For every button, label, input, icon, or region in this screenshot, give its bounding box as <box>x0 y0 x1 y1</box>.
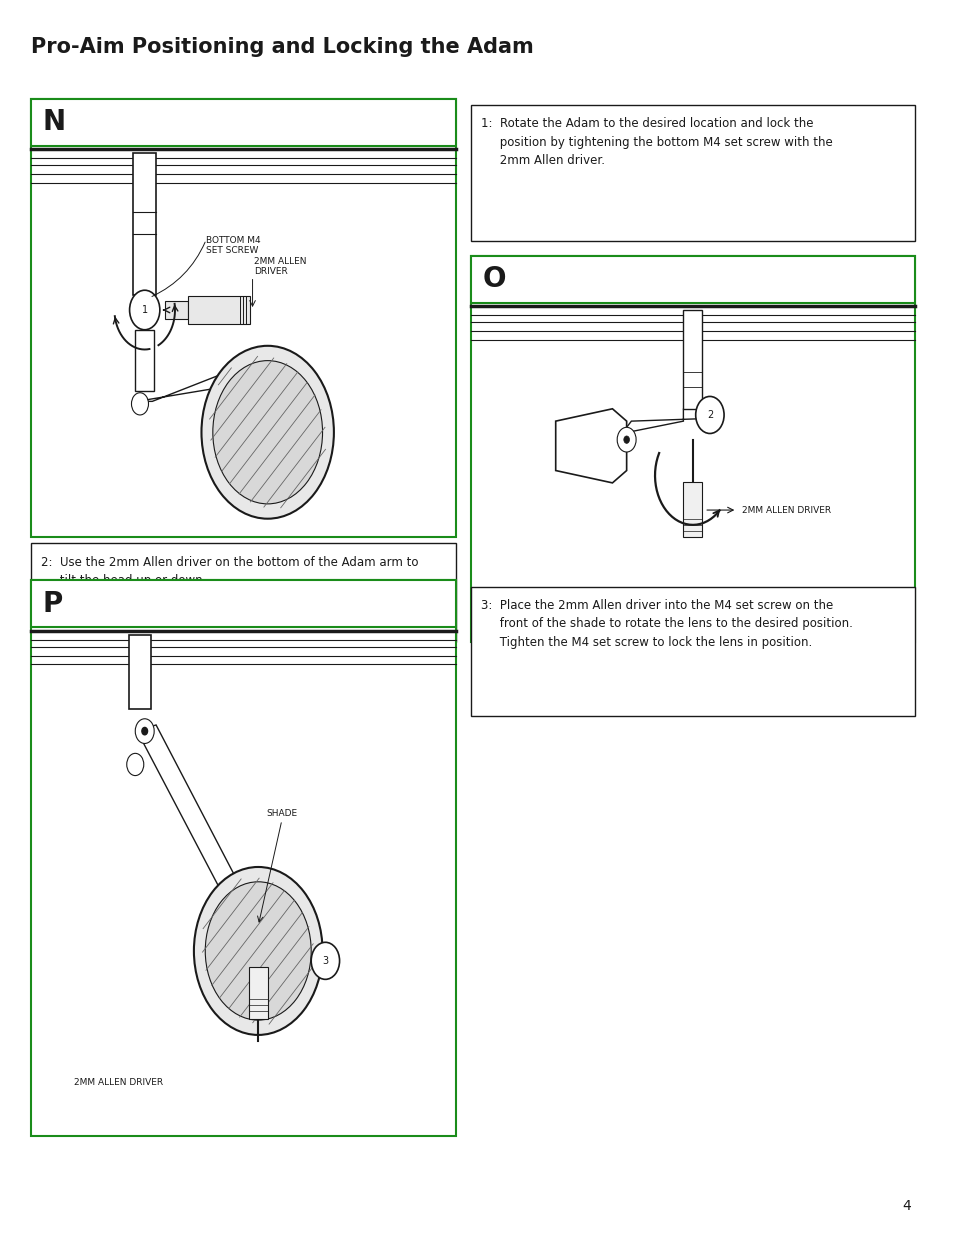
Circle shape <box>311 942 339 979</box>
FancyBboxPatch shape <box>135 330 154 391</box>
FancyBboxPatch shape <box>188 296 250 324</box>
Text: 2MM ALLEN DRIVER: 2MM ALLEN DRIVER <box>740 505 830 515</box>
Text: BOTTOM M4
SET SCREW: BOTTOM M4 SET SCREW <box>206 236 260 256</box>
Polygon shape <box>137 372 228 401</box>
Circle shape <box>201 346 334 519</box>
Text: N: N <box>43 109 66 136</box>
Circle shape <box>617 427 636 452</box>
FancyBboxPatch shape <box>133 153 156 295</box>
Polygon shape <box>137 725 238 900</box>
Text: SHADE: SHADE <box>266 809 297 818</box>
FancyBboxPatch shape <box>682 310 701 409</box>
Text: 2MM ALLEN
DRIVER: 2MM ALLEN DRIVER <box>254 257 307 277</box>
Circle shape <box>127 753 144 776</box>
FancyBboxPatch shape <box>31 580 456 627</box>
Text: 3:  Place the 2mm Allen driver into the M4 set screw on the
     front of the sh: 3: Place the 2mm Allen driver into the M… <box>480 599 851 648</box>
Circle shape <box>135 719 154 743</box>
FancyBboxPatch shape <box>682 482 701 537</box>
FancyBboxPatch shape <box>31 99 456 146</box>
Text: 2:  Use the 2mm Allen driver on the bottom of the Adam arm to
     tilt the head: 2: Use the 2mm Allen driver on the botto… <box>41 556 417 588</box>
Circle shape <box>142 727 148 735</box>
FancyBboxPatch shape <box>471 587 914 716</box>
Circle shape <box>130 290 160 330</box>
Circle shape <box>205 882 311 1020</box>
Text: 1: 1 <box>141 305 148 315</box>
Polygon shape <box>556 409 626 483</box>
FancyBboxPatch shape <box>471 105 914 241</box>
Circle shape <box>193 867 322 1035</box>
FancyBboxPatch shape <box>471 256 914 303</box>
FancyBboxPatch shape <box>31 580 456 1136</box>
Text: Pro-Aim Positioning and Locking the Adam: Pro-Aim Positioning and Locking the Adam <box>31 37 534 57</box>
Text: 1:  Rotate the Adam to the desired location and lock the
     position by tighte: 1: Rotate the Adam to the desired locati… <box>480 117 831 167</box>
FancyBboxPatch shape <box>471 256 914 642</box>
Circle shape <box>623 436 629 443</box>
Circle shape <box>132 393 149 415</box>
FancyBboxPatch shape <box>31 543 456 642</box>
Circle shape <box>695 396 723 433</box>
FancyBboxPatch shape <box>129 635 152 709</box>
Text: 2MM ALLEN DRIVER: 2MM ALLEN DRIVER <box>73 1078 163 1087</box>
Text: 2: 2 <box>706 410 712 420</box>
Text: 4: 4 <box>902 1199 910 1213</box>
Text: 3: 3 <box>322 956 328 966</box>
Text: O: O <box>482 266 505 293</box>
Polygon shape <box>621 409 701 433</box>
FancyBboxPatch shape <box>31 99 456 537</box>
Circle shape <box>213 361 322 504</box>
Text: P: P <box>43 590 63 618</box>
FancyBboxPatch shape <box>249 967 268 1019</box>
FancyBboxPatch shape <box>165 301 188 319</box>
